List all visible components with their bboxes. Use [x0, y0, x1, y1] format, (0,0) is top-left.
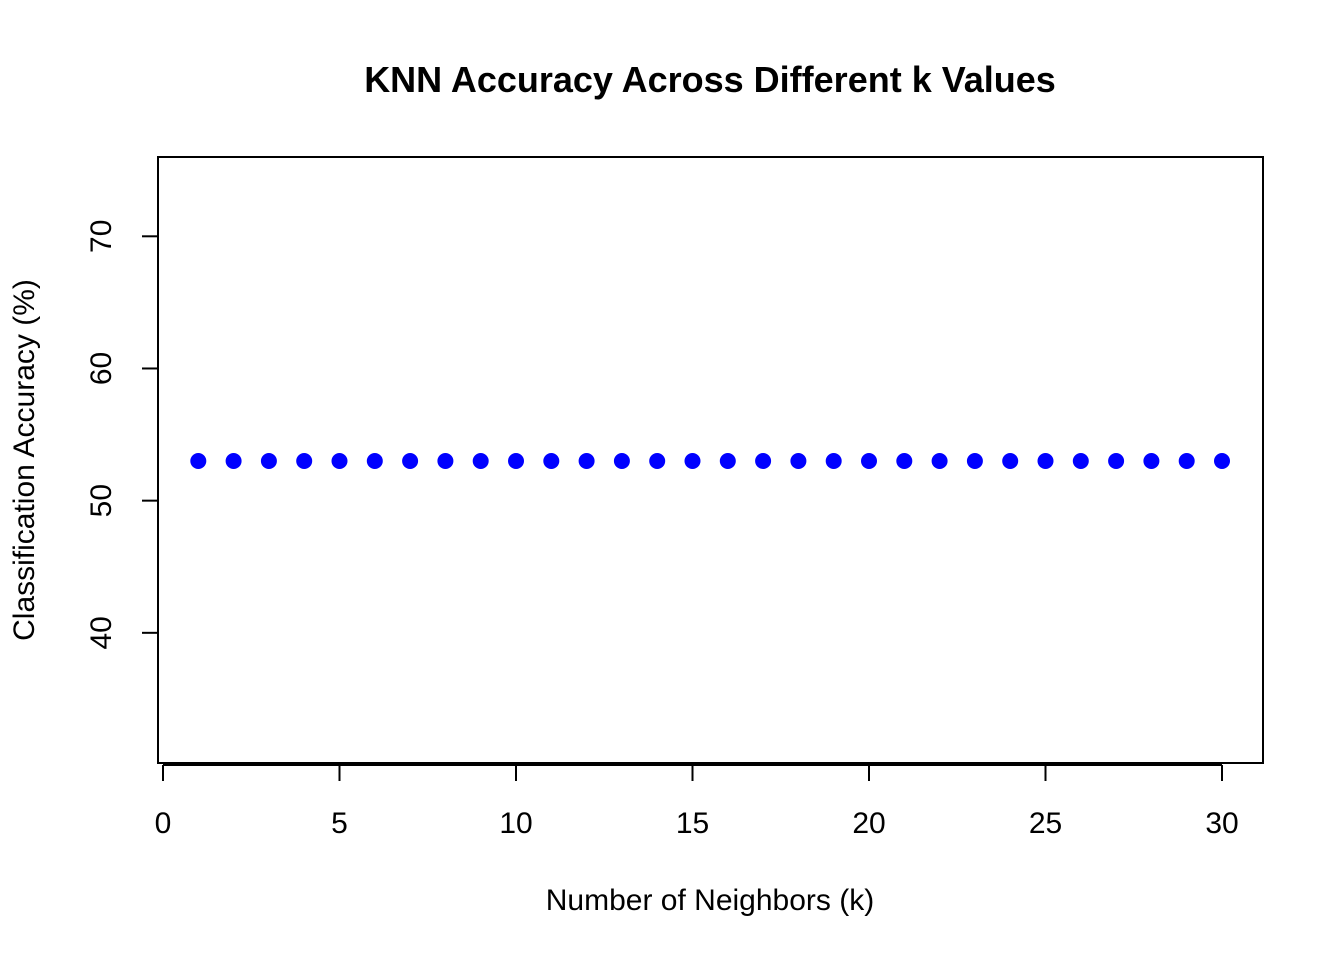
data-point [1214, 453, 1230, 469]
y-tick-label: 60 [85, 352, 118, 385]
data-point [225, 453, 242, 469]
data-point [1037, 453, 1054, 469]
data-point [366, 453, 383, 469]
data-point [437, 453, 454, 469]
y-tick-label: 50 [85, 484, 118, 517]
data-point [613, 453, 630, 469]
x-tick-label: 15 [676, 807, 709, 840]
data-point [755, 453, 772, 469]
data-point [402, 453, 419, 469]
x-tick-label: 5 [331, 807, 348, 840]
x-axis: 0 5 10 15 20 25 30 [155, 764, 1239, 840]
data-point [578, 453, 595, 469]
y-tick-label: 40 [85, 616, 118, 649]
chart-title: KNN Accuracy Across Different k Values [364, 59, 1056, 100]
data-point [1178, 453, 1195, 469]
data-points [190, 453, 1230, 469]
data-point [543, 453, 560, 469]
data-point [260, 453, 277, 469]
data-point [1072, 453, 1089, 469]
y-axis-label: Classification Accuracy (%) [8, 279, 41, 641]
plot-frame [157, 156, 1264, 764]
x-axis-label: Number of Neighbors (k) [546, 884, 874, 917]
x-tick-label: 20 [852, 807, 885, 840]
data-point [966, 453, 983, 469]
x-tick-label: 0 [155, 807, 172, 840]
data-point [649, 453, 666, 469]
data-point [296, 453, 313, 469]
data-point [331, 453, 348, 469]
data-point [825, 453, 842, 469]
y-tick-label: 70 [85, 220, 118, 253]
x-tick-label: 10 [499, 807, 532, 840]
data-point [1108, 453, 1125, 469]
y-axis: 40 50 60 70 [85, 220, 159, 650]
data-point [472, 453, 489, 469]
data-point [1143, 453, 1160, 469]
data-point [896, 453, 913, 469]
data-point [190, 453, 207, 469]
data-point [684, 453, 701, 469]
data-point [508, 453, 524, 469]
data-point [719, 453, 736, 469]
x-tick-label: 25 [1029, 807, 1062, 840]
data-point [861, 453, 877, 469]
data-point [790, 453, 807, 469]
data-point [931, 453, 948, 469]
x-tick-label: 30 [1205, 807, 1238, 840]
data-point [1002, 453, 1019, 469]
